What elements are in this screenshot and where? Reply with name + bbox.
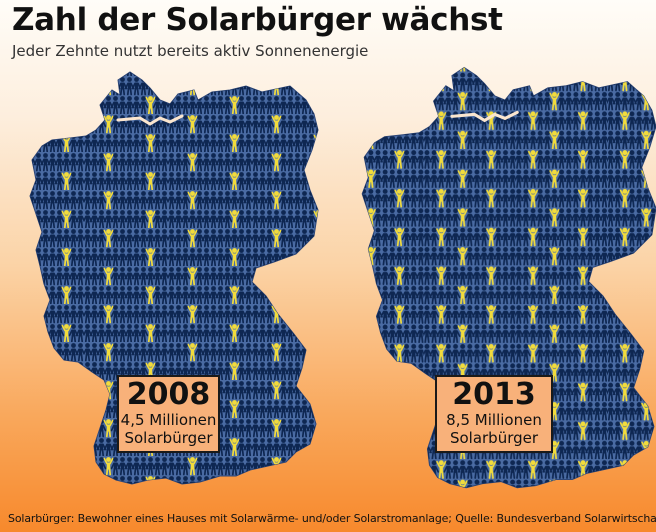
- map-2013: [361, 66, 656, 489]
- label-2008: 2008 4,5 Millionen Solarbürger: [117, 375, 220, 453]
- unit-label: Solarbürger: [124, 429, 213, 447]
- coast-inlet: [116, 114, 184, 126]
- year-label: 2008: [126, 377, 211, 412]
- count-label: 8,5 Millionen: [446, 411, 542, 429]
- page-title: Zahl der Solarbürger wächst: [12, 2, 503, 38]
- footnote: Solarbürger: Bewohner eines Hauses mit S…: [8, 512, 656, 525]
- unit-label: Solarbürger: [449, 429, 539, 447]
- count-label: 4,5 Millionen: [120, 411, 217, 429]
- year-label: 2013: [452, 377, 536, 412]
- map-2008: [29, 71, 319, 485]
- coast-inlet: [450, 110, 519, 123]
- page-subtitle: Jeder Zehnte nutzt bereits aktiv Sonnene…: [12, 42, 369, 60]
- label-2013: 2013 8,5 Millionen Solarbürger: [435, 375, 553, 453]
